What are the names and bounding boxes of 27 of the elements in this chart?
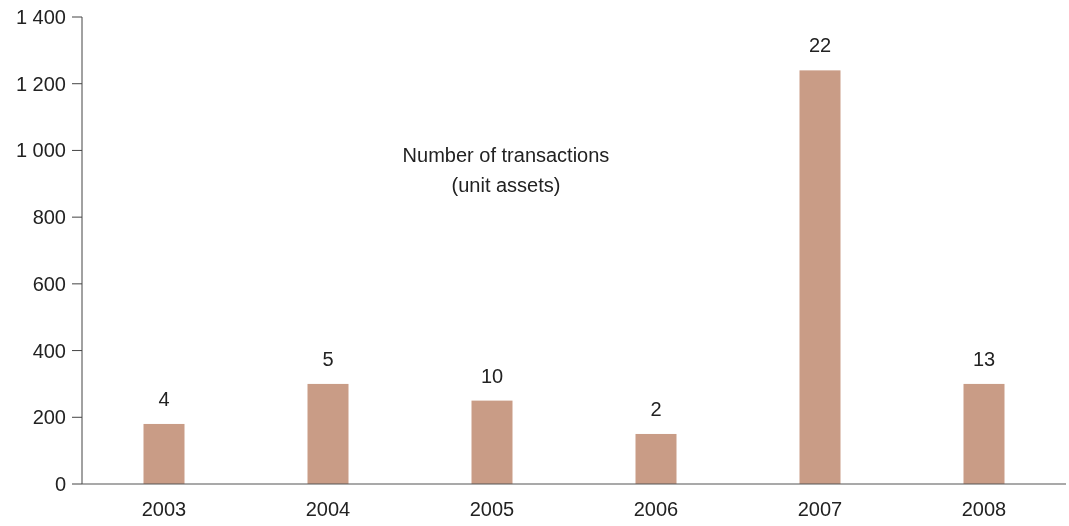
x-tick-label: 2006 <box>633 498 679 520</box>
annotation: 13 <box>972 347 996 370</box>
x-tick-label: 2008 <box>961 498 1007 520</box>
x-tick-label: 2004 <box>305 498 351 520</box>
y-tick-label: 0 <box>54 473 66 495</box>
bar <box>471 400 513 484</box>
annotation: 10 <box>480 364 504 387</box>
annotation: 2 <box>650 397 662 420</box>
y-tick-label: 1 400 <box>15 6 66 28</box>
y-tick-label: 800 <box>32 206 66 229</box>
annotation: Number of transactions (unit assets) <box>402 144 610 196</box>
bar <box>799 70 841 484</box>
x-tick-label: 2005 <box>469 498 515 520</box>
y-tick-label: 600 <box>32 272 66 295</box>
annotation: 5 <box>322 347 334 370</box>
annotation: 22 <box>808 34 832 57</box>
bar <box>963 383 1005 484</box>
bar <box>143 423 185 484</box>
y-tick-label: 1 200 <box>15 72 66 95</box>
bar <box>635 433 677 484</box>
bar <box>307 383 349 484</box>
y-tick-label: 400 <box>32 339 66 362</box>
y-tick-label: 200 <box>32 406 66 429</box>
x-tick-label: 2007 <box>797 498 843 520</box>
annotation: 4 <box>158 387 170 410</box>
x-tick-label: 2003 <box>141 498 187 520</box>
y-tick-label: 1 000 <box>15 139 66 162</box>
